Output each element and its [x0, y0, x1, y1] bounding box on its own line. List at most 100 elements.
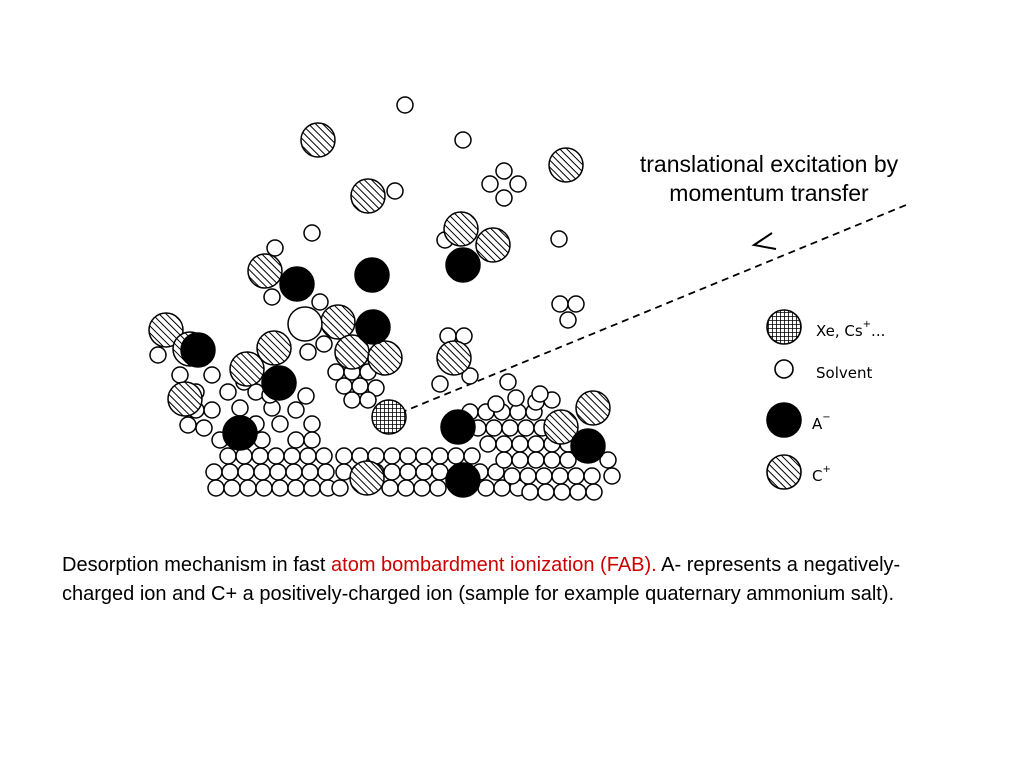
legend-label-solvent: Solvent — [816, 364, 872, 382]
anion-particle — [355, 309, 391, 345]
solvent-molecule — [551, 295, 569, 313]
anion-particle — [279, 266, 315, 302]
legend: Xe, Cs+... Solvent A− C+ — [766, 309, 885, 490]
solvent-molecule — [271, 479, 289, 497]
solvent-molecule — [315, 447, 333, 465]
solvent-molecule — [487, 463, 505, 481]
solvent-molecule — [367, 379, 385, 397]
cation-particle — [349, 460, 385, 496]
cation-particle — [229, 351, 265, 387]
solvent-molecule — [567, 467, 585, 485]
solvent-molecule — [517, 419, 535, 437]
cation-particle — [443, 211, 479, 247]
solvent-molecule — [509, 175, 527, 193]
cation-particle — [247, 253, 283, 289]
solvent-molecule — [303, 479, 321, 497]
solvent-molecule — [487, 395, 505, 413]
solvent-molecule — [396, 96, 414, 114]
solvent-molecule — [219, 383, 237, 401]
solvent-molecule — [331, 479, 349, 497]
solvent-molecule — [553, 483, 571, 501]
solvent-molecule — [559, 451, 577, 469]
solvent-molecule — [501, 419, 519, 437]
cation-particle — [475, 227, 511, 263]
solvent-molecule — [203, 366, 221, 384]
cation-particle — [148, 312, 184, 348]
solvent-molecule — [583, 467, 601, 485]
cation-particle — [320, 304, 356, 340]
cation-particle — [436, 340, 472, 376]
solvent-molecule — [531, 385, 549, 403]
solvent-molecule — [301, 463, 319, 481]
cation-particle — [575, 390, 611, 426]
solvent-molecule — [507, 389, 525, 407]
legend-symbol-hatched — [766, 454, 802, 490]
solvent-molecule — [303, 415, 321, 433]
solvent-molecule — [303, 431, 321, 449]
solvent-molecule — [413, 479, 431, 497]
solvent-molecule — [481, 175, 499, 193]
anion-particle — [354, 257, 390, 293]
solvent-molecule — [454, 131, 472, 149]
solvent-molecule — [195, 419, 213, 437]
solvent-molecule — [569, 483, 587, 501]
caption-text-start: Desorption mechanism in fast — [62, 554, 332, 576]
solvent-molecule — [285, 463, 303, 481]
anion-particle — [445, 247, 481, 283]
legend-label-anion: A− — [812, 412, 831, 433]
solvent-molecule — [559, 311, 577, 329]
solvent-molecule — [267, 447, 285, 465]
solvent-molecule — [386, 182, 404, 200]
solvent-molecule — [255, 479, 273, 497]
solvent-molecule — [335, 447, 353, 465]
anion-particle — [261, 365, 297, 401]
legend-symbol-crosshatch — [766, 309, 802, 345]
solvent-molecule — [221, 463, 239, 481]
solvent-molecule — [527, 451, 545, 469]
solvent-molecule — [585, 483, 603, 501]
legend-symbol-solid — [766, 402, 802, 438]
solvent-molecule — [271, 415, 289, 433]
anion-particle — [440, 409, 476, 445]
solvent-molecule — [415, 463, 433, 481]
solvent-molecule — [511, 451, 529, 469]
solvent-molecule — [283, 447, 301, 465]
anion-particle — [570, 428, 606, 464]
solvent-molecule — [179, 416, 197, 434]
solvent-molecule — [503, 467, 521, 485]
particle-cluster — [148, 96, 621, 501]
momentum-transfer-annotation: translational excitation by momentum tra… — [602, 150, 936, 208]
solvent-molecule — [463, 447, 481, 465]
anion-particle — [222, 415, 258, 451]
solvent-molecule — [567, 295, 585, 313]
solvent-molecule — [287, 479, 305, 497]
annotation-line-1: translational excitation by — [639, 151, 899, 177]
solvent-molecule — [603, 467, 621, 485]
solvent-molecule — [223, 479, 241, 497]
cation-particle — [300, 122, 336, 158]
legend-label-cation: C+ — [812, 464, 831, 485]
solvent-molecule — [383, 463, 401, 481]
cation-particle — [543, 409, 579, 445]
solvent-molecule — [266, 239, 284, 257]
solvent-molecule — [399, 447, 417, 465]
cation-particle — [548, 147, 584, 183]
solvent-molecule — [205, 463, 223, 481]
solvent-molecule — [219, 447, 237, 465]
solvent-molecule — [527, 435, 545, 453]
solvent-molecule — [207, 479, 225, 497]
solvent-molecule — [397, 479, 415, 497]
caption-highlight-link[interactable]: atom bombardment ionization (FAB). — [331, 554, 657, 576]
solvent-molecule — [317, 463, 335, 481]
solvent-molecule — [495, 435, 513, 453]
solvent-molecule — [535, 467, 553, 485]
figure-caption: Desorption mechanism in fast atom bombar… — [62, 551, 962, 609]
solvent-molecule — [495, 162, 513, 180]
solvent-molecule — [251, 447, 269, 465]
solvent-molecule — [599, 451, 617, 469]
solvent-molecule — [315, 335, 333, 353]
solvent-molecule — [237, 463, 255, 481]
solvent-molecule — [239, 479, 257, 497]
solvent-molecule — [343, 391, 361, 409]
solvent-molecule — [311, 293, 329, 311]
